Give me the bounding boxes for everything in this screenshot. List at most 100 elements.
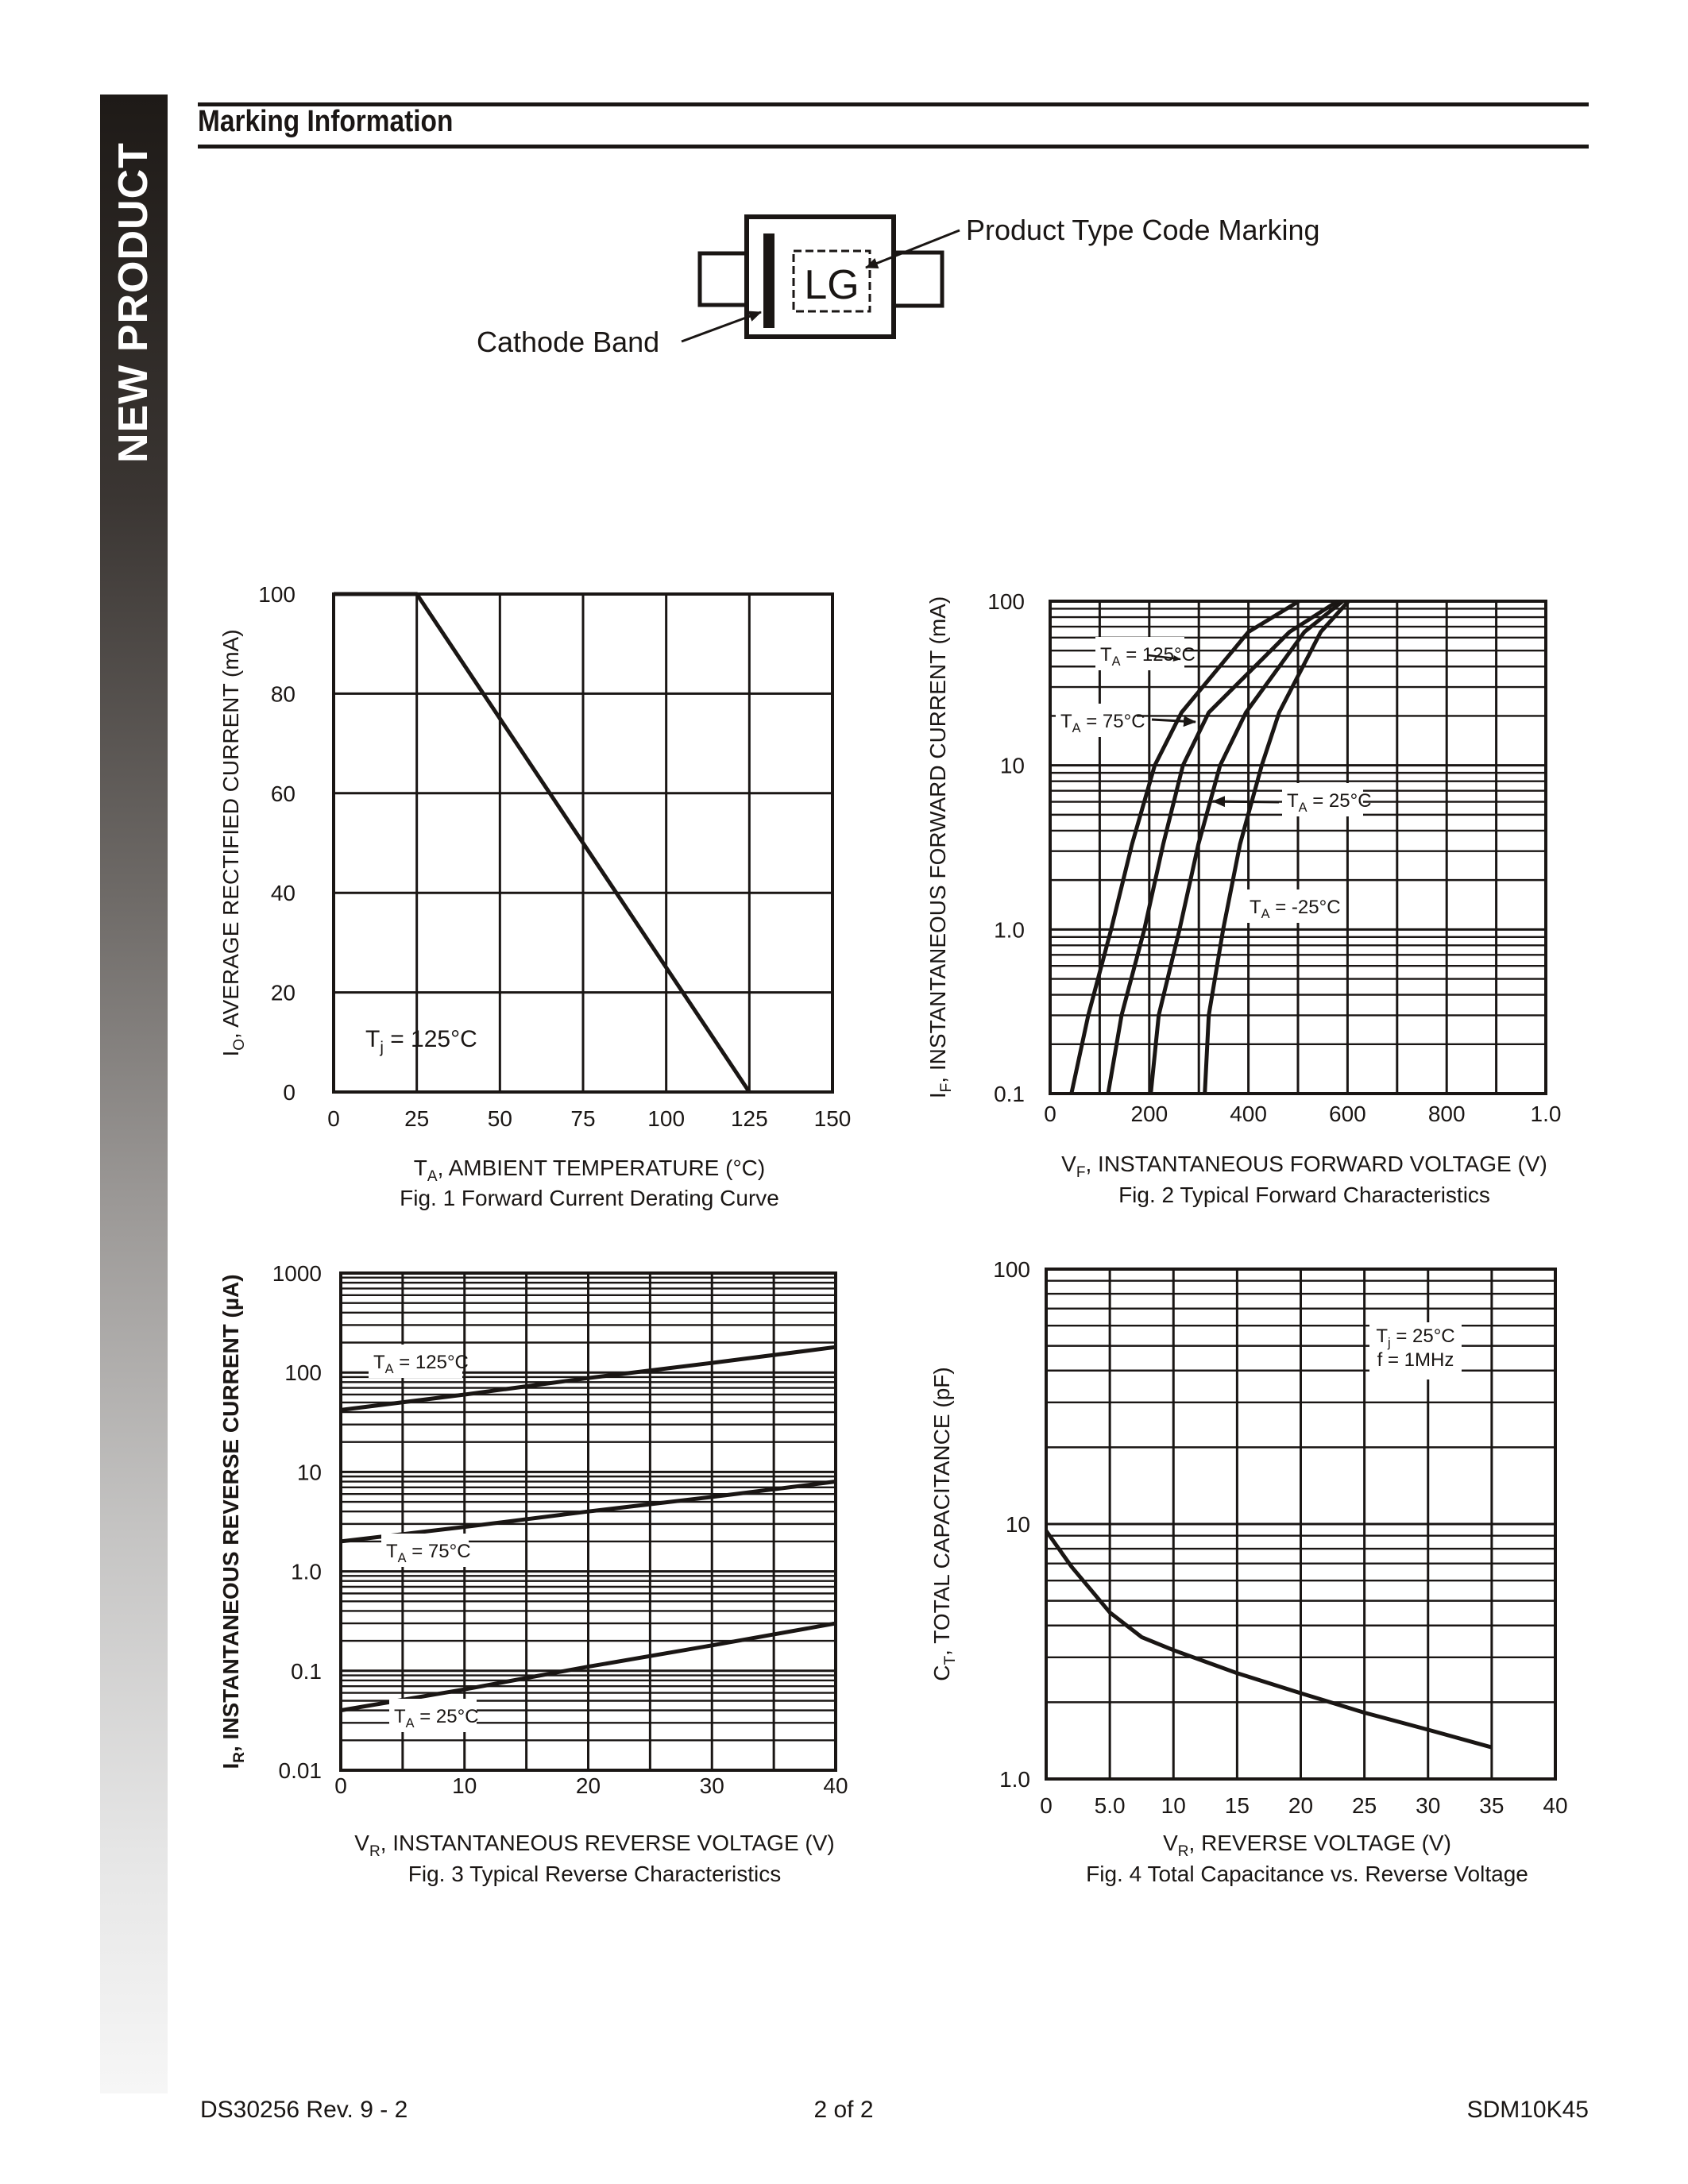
y-tick-label: 100: [993, 1257, 1030, 1282]
y-tick-label: 0.1: [994, 1082, 1025, 1106]
x-tick-label: 100: [647, 1106, 685, 1131]
annotation-label: f = 1MHz: [1377, 1349, 1454, 1371]
x-axis-label: VR​, REVERSE VOLTAGE (V): [1163, 1831, 1451, 1860]
plot-frame: [339, 1271, 837, 1772]
series-line: [340, 1621, 836, 1713]
y-tick-label: 1000: [272, 1261, 322, 1286]
fig4-capacitance-chart: 1.0 10 100 0 5.0 10 15 20 25 30 35 40 VR​, REVERSE V…: [929, 1257, 1568, 1886]
fig1-derating-chart: 0 20 40 60 80 100 0 25 50 75 100 125 150 TA​, AMBIENT…: [218, 582, 851, 1210]
label-bg: [1056, 704, 1137, 737]
x-axis-label: VF​, INSTANTANEOUS FORWARD VOLTAGE (V): [1061, 1152, 1547, 1181]
right-lead: [891, 250, 944, 308]
x-tick-label: 5.0: [1095, 1793, 1126, 1818]
x-tick-label: 1.0: [1531, 1102, 1562, 1126]
x-tick-label: 600: [1329, 1102, 1366, 1126]
left-lead: [697, 251, 749, 307]
y-axis-label: IF​, INSTANTANEOUS FORWARD CURRENT (mA): [925, 596, 955, 1098]
section-title: Marking Information: [198, 105, 454, 138]
footer-page-text: 2 of 2: [813, 2097, 874, 2123]
x-tick-label: 0: [1040, 1793, 1053, 1818]
series-label: TA​ = 25°C: [1287, 790, 1372, 815]
x-tick-label: 0: [1044, 1102, 1056, 1126]
y-axis-label: IR​, INSTANTANEOUS REVERSE CURRENT (µA): [218, 1274, 248, 1769]
y-tick-label: 10: [1006, 1512, 1030, 1537]
y-tick-label: 100: [284, 1360, 322, 1385]
annotation-label: Tj​ = 125°C: [365, 1026, 477, 1057]
y-tick-label: 10: [1000, 754, 1025, 778]
y-tick-label: 80: [271, 681, 295, 706]
series-line: [1044, 1530, 1493, 1750]
series-line: [1069, 599, 1300, 1094]
x-tick-label: 25: [1352, 1793, 1377, 1818]
y-tick-label: 0.01: [279, 1758, 323, 1783]
code-box: [792, 249, 871, 313]
x-tick-label: 800: [1428, 1102, 1466, 1126]
fig3-reverse-chart: 0.01 0.1 1.0 10 100 1000 0 10 20 30 40 VR​, INSTANT…: [218, 1261, 848, 1886]
new-product-sidebar: NEW PRODUCT: [100, 95, 168, 2093]
header-rule-top: [198, 102, 1589, 106]
plot-frame: [1045, 1268, 1557, 1781]
x-tick-label: 40: [823, 1773, 848, 1798]
y-tick-label: 10: [297, 1460, 322, 1484]
annotation-label: Tj​ = 25°C: [1376, 1325, 1454, 1350]
figure-caption: Fig. 3 Typical Reverse Characteristics: [408, 1862, 781, 1886]
y-tick-label: 1.0: [994, 917, 1025, 942]
y-tick-label: 60: [271, 781, 295, 806]
y-tick-label: 100: [987, 589, 1025, 614]
x-tick-label: 0: [334, 1773, 347, 1798]
figure-caption: Fig. 4 Total Capacitance vs. Reverse Vol…: [1086, 1862, 1528, 1886]
x-tick-label: 15: [1225, 1793, 1250, 1818]
series-label: TA​ = 125°C: [1100, 644, 1196, 669]
label-arrow: [1147, 654, 1181, 662]
figure-caption: Fig. 1 Forward Current Derating Curve: [400, 1186, 779, 1210]
cathode-band: [763, 233, 774, 328]
x-tick-label: 30: [1416, 1793, 1440, 1818]
series-line: [334, 592, 751, 1094]
y-axis-label: IO​, AVERAGE RECTIFIED CURRENT (mA): [218, 629, 248, 1056]
x-tick-label: 0: [327, 1106, 340, 1131]
series-label: TA​ = -25°C: [1250, 897, 1341, 921]
x-tick-label: 10: [1161, 1793, 1186, 1818]
label-bg: [1095, 637, 1184, 670]
x-tick-label: 40: [1543, 1793, 1567, 1818]
y-tick-label: 0.1: [291, 1659, 322, 1684]
code-callout-label: Product Type Code Marking: [966, 214, 1320, 246]
y-tick-label: 20: [271, 981, 295, 1005]
marking-diagram: LG Product Type Code Marking Cathode Ban…: [477, 214, 1320, 358]
header-rule-bottom: [198, 145, 1589, 149]
y-axis-label: CT​, TOTAL CAPACITANCE (pF): [929, 1367, 959, 1680]
series-label: TA​ = 25°C: [394, 1706, 479, 1731]
y-tick-label: 40: [271, 881, 295, 905]
series-line: [340, 1480, 836, 1544]
series-label: TA​ = 75°C: [386, 1541, 471, 1565]
series-line: [1149, 600, 1344, 1094]
series-line: [340, 1345, 836, 1412]
series-label: TA​ = 125°C: [373, 1352, 469, 1376]
x-axis-label: TA​, AMBIENT TEMPERATURE (°C): [414, 1156, 765, 1185]
x-tick-label: 20: [576, 1773, 601, 1798]
band-callout-arrow: [681, 311, 762, 343]
x-tick-label: 50: [488, 1106, 512, 1131]
label-bg: [389, 1699, 477, 1732]
footer-doc-number: DS30256 Rev. 9 - 2: [200, 2097, 408, 2123]
x-tick-label: 20: [1288, 1793, 1313, 1818]
label-bg: [1369, 1322, 1462, 1379]
code-callout-arrow: [865, 229, 960, 269]
figure-caption: Fig. 2 Typical Forward Characteristics: [1118, 1183, 1490, 1207]
series-line: [1203, 600, 1350, 1094]
fig2-forward-chart: 0.1 1.0 10 100 0 200 400 600 800 1.0 VF​, INSTANTA…: [925, 589, 1561, 1207]
series-line: [1106, 599, 1339, 1094]
x-tick-label: 30: [700, 1773, 724, 1798]
x-tick-label: 10: [452, 1773, 477, 1798]
x-tick-label: 400: [1230, 1102, 1267, 1126]
plot-frame: [332, 592, 834, 1094]
y-tick-label: 1.0: [999, 1767, 1030, 1792]
label-arrow: [1151, 716, 1196, 727]
label-bg: [1245, 889, 1331, 923]
x-tick-label: 200: [1130, 1102, 1168, 1126]
band-callout-label: Cathode Band: [477, 326, 659, 358]
y-tick-label: 1.0: [291, 1560, 322, 1584]
footer-part-number: SDM10K45: [1466, 2097, 1589, 2123]
x-tick-label: 35: [1479, 1793, 1504, 1818]
